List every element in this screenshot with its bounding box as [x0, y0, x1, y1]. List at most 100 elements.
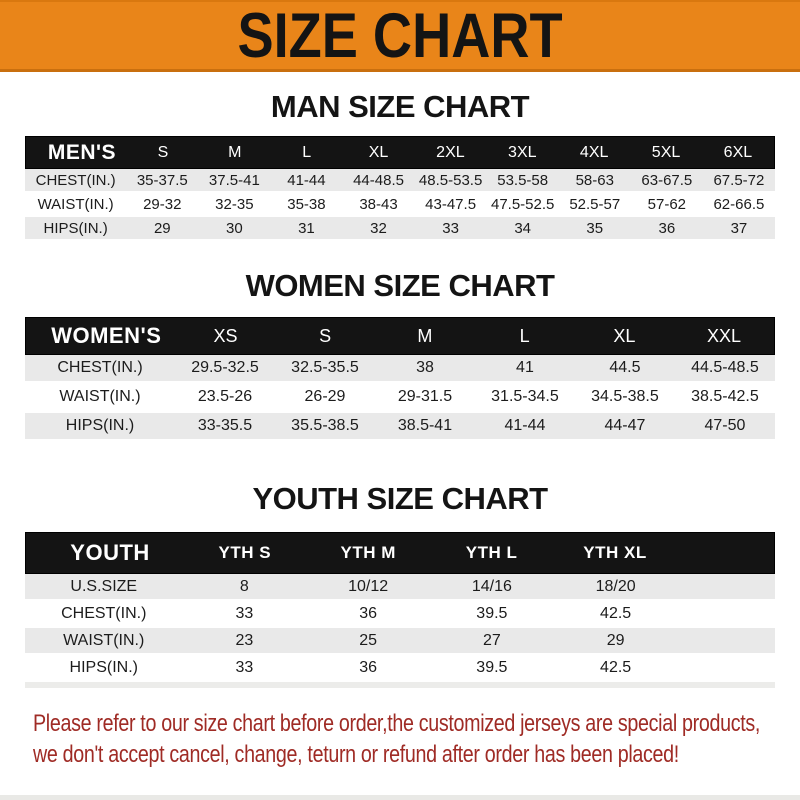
size-value-cell: 35-38: [287, 195, 326, 213]
table-row: HIPS(IN.) 33 36 39.5 42.5: [25, 655, 775, 682]
size-value-cell: 53.5-58: [497, 171, 549, 189]
size-value-cell: 10/12: [348, 577, 389, 595]
size-value-cell: 38.5-41: [397, 417, 453, 434]
size-value-cell: 14/16: [471, 577, 512, 595]
size-value-cell: 31.5-34.5: [491, 388, 559, 405]
size-value-cell: 41-44: [287, 171, 326, 189]
size-value-cell: 29: [606, 631, 625, 649]
size-value-cell: 18/20: [595, 577, 636, 595]
youth-table-label: YOUTH: [70, 540, 150, 565]
size-value-cell: 44.5-48.5: [691, 359, 759, 376]
size-value-cell: 41: [516, 359, 534, 376]
size-value-cell: 43-47.5: [425, 195, 477, 213]
size-value-cell: 41-44: [504, 417, 546, 434]
footer-line-2: we don't accept cancel, change, teturn o…: [33, 741, 679, 768]
table-row: CHEST(IN.) 33 36 39.5 42.5: [25, 601, 775, 628]
size-value-cell: 33-35.5: [197, 417, 253, 434]
size-value-cell: 32: [370, 219, 387, 237]
size-column-header: XL: [368, 143, 389, 161]
size-value-cell: 67.5-72: [713, 171, 765, 189]
size-value-cell: 42.5: [600, 604, 632, 622]
size-value-cell: 37.5-41: [208, 171, 260, 189]
banner: SIZE CHART: [0, 0, 800, 72]
table-row: HIPS(IN.) 33-35.5 35.5-38.5 38.5-41 41-4…: [25, 413, 775, 442]
mens-table-label: MEN'S: [47, 140, 117, 164]
size-column-header: YTH S: [218, 543, 272, 562]
footer-notice: Please refer to our size chart before or…: [0, 708, 800, 770]
size-value-cell: 34: [514, 219, 532, 237]
youth-size-table: YOUTH YTH S YTH M YTH L YTH XL U.S.SIZE …: [25, 532, 775, 682]
size-value-cell: 38: [416, 359, 434, 376]
size-value-cell: 52.5-57: [569, 195, 621, 213]
size-value-cell: 39.5: [476, 604, 508, 622]
size-value-cell: 34.5-38.5: [591, 388, 659, 405]
page-title: SIZE CHART: [237, 0, 563, 71]
size-value-cell: 44-48.5: [353, 171, 404, 189]
size-value-cell: 33: [235, 604, 254, 622]
size-value-cell: 62-66.5: [713, 195, 765, 213]
row-label: WAIST(IN.): [37, 195, 114, 213]
table-row: WAIST(IN.) 23 25 27 29: [25, 628, 775, 655]
table-row: CHEST(IN.) 29.5-32.5 32.5-35.5 38 41 44.…: [25, 355, 775, 384]
size-value-cell: 29.5-32.5: [191, 359, 259, 376]
row-label: CHEST(IN.): [57, 359, 143, 376]
row-label: U.S.SIZE: [70, 577, 138, 595]
size-value-cell: 48.5-53.5: [418, 171, 483, 189]
size-column-header: 6XL: [723, 143, 753, 161]
table-row: CHEST(IN.) 35-37.5 37.5-41 41-44 44-48.5…: [25, 169, 775, 193]
size-column-header: M: [417, 325, 433, 346]
mens-table-header: MEN'S S M L XL 2XL 3XL 4XL 5XL 6XL: [25, 136, 775, 169]
size-column-header: YTH L: [465, 543, 518, 562]
size-value-cell: 32-35: [215, 195, 254, 213]
size-column-header: L: [302, 143, 312, 161]
size-value-cell: 33: [442, 219, 459, 237]
size-column-header: XS: [213, 325, 238, 346]
size-value-cell: 36: [359, 658, 378, 676]
size-value-cell: 35.5-38.5: [291, 417, 359, 434]
size-value-cell: 44-47: [604, 417, 646, 434]
size-column-header: XL: [613, 325, 636, 346]
size-value-cell: 44.5: [609, 359, 641, 376]
size-value-cell: 63-67.5: [641, 171, 693, 189]
size-column-header: 4XL: [579, 143, 609, 161]
women-section-heading: WOMEN SIZE CHART: [245, 268, 555, 303]
size-column-header: 3XL: [508, 143, 537, 161]
size-value-cell: 26-29: [304, 388, 346, 405]
bottom-edge-strip: [0, 795, 800, 800]
size-column-header: XXL: [707, 325, 742, 346]
size-column-header: L: [519, 325, 530, 346]
row-label: WAIST(IN.): [59, 388, 141, 405]
size-value-cell: 38.5-42.5: [691, 388, 759, 405]
size-value-cell: 23: [235, 631, 254, 649]
row-label: HIPS(IN.): [43, 219, 108, 237]
youth-section-heading: YOUTH SIZE CHART: [252, 481, 548, 516]
womens-table-label: WOMEN'S: [51, 323, 162, 348]
size-value-cell: 29: [153, 219, 171, 237]
size-value-cell: 29-31.5: [397, 388, 453, 405]
table-bottom-strip: [25, 682, 775, 688]
row-label: CHEST(IN.): [61, 604, 147, 622]
size-column-header: YTH M: [340, 543, 396, 562]
size-value-cell: 39.5: [476, 658, 508, 676]
size-value-cell: 8: [239, 577, 249, 595]
size-value-cell: 58-63: [575, 171, 614, 189]
size-value-cell: 33: [235, 658, 254, 676]
size-value-cell: 57-62: [647, 195, 687, 213]
size-value-cell: 30: [226, 219, 243, 237]
size-value-cell: 38-43: [359, 195, 398, 213]
table-row: WAIST(IN.) 23.5-26 26-29 29-31.5 31.5-34…: [25, 384, 775, 413]
size-value-cell: 29-32: [143, 195, 182, 213]
size-value-cell: 35-37.5: [136, 171, 188, 189]
mens-size-table: MEN'S S M L XL 2XL 3XL 4XL 5XL 6XL CHEST…: [25, 136, 775, 241]
size-column-header: 5XL: [651, 143, 681, 161]
size-value-cell: 36: [359, 604, 378, 622]
footer-line-1: Please refer to our size chart before or…: [33, 710, 761, 737]
size-value-cell: 35: [586, 219, 604, 237]
youth-table-header: YOUTH YTH S YTH M YTH L YTH XL: [25, 532, 775, 574]
table-row: HIPS(IN.) 29 30 31 32 33 34 35 36 37: [25, 217, 775, 241]
size-value-cell: 47.5-52.5: [490, 195, 555, 213]
size-column-header: 2XL: [436, 143, 465, 161]
size-value-cell: 27: [482, 631, 501, 649]
row-label: HIPS(IN.): [69, 658, 138, 676]
size-column-header: S: [319, 325, 332, 346]
